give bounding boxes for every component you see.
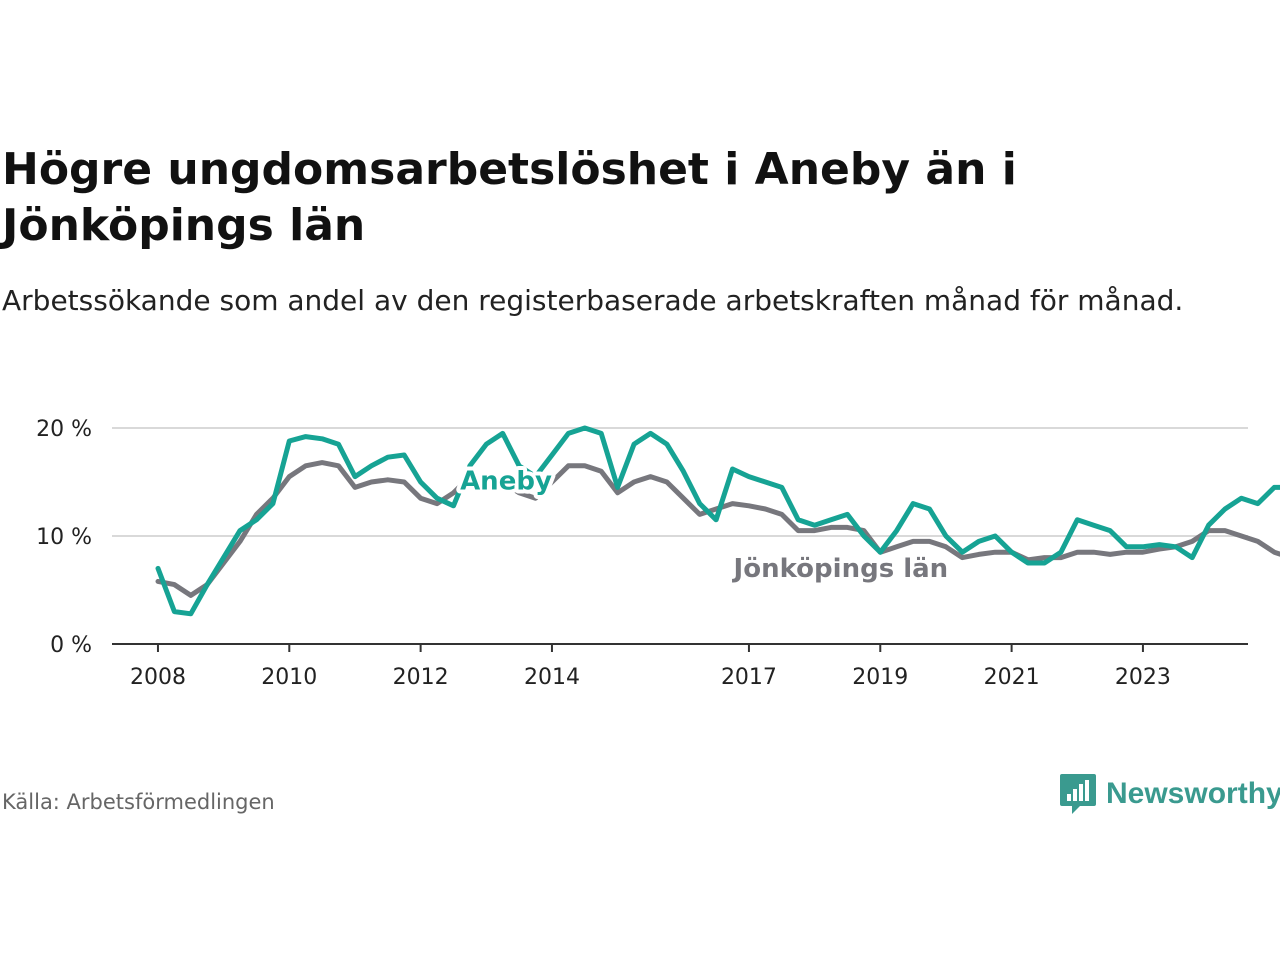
y-tick-label: 0 % [50,633,92,658]
newsworthy-logo-icon [1060,774,1096,814]
aneby-series-label-halo: Aneby [460,467,552,497]
x-tick-label: 2012 [393,665,449,690]
line-chart: 0 % 10 % 20 % 2008 2010 2012 2014 2017 2019 2021… [36,417,1280,690]
brand-logo: Newsworthy [1058,772,1280,816]
x-tick-label: 2017 [721,665,777,690]
x-tick-label: 2008 [130,665,186,690]
x-tick-label: 2021 [984,665,1040,690]
chart-subtitle: Arbetssökande som andel av den registerb… [2,284,1184,317]
aneby-series-label-text: Aneby [460,467,552,497]
brand-name: Newsworthy [1106,777,1280,810]
aneby-line [155,425,1280,617]
chart-title: Högre ungdomsarbetslöshet i Aneby än i J… [2,144,1017,251]
y-tick-label: 20 % [36,417,92,442]
jonkoping-series-label-text: Jönköpings län [732,554,949,584]
jonkoping-series-label-halo: Jönköpings län [732,554,949,584]
series-lines [155,425,1280,617]
x-tick-label: 2010 [261,665,317,690]
source-note: Källa: Arbetsförmedlingen [2,790,275,814]
y-tick-label: 10 % [36,525,92,550]
x-tick-label: 2019 [852,665,908,690]
y-axis-ticks: 0 % 10 % 20 % [36,417,92,658]
x-axis-ticks: 2008 2010 2012 2014 2017 2019 2021 2023 [130,644,1171,690]
x-tick-label: 2023 [1115,665,1171,690]
jonkoping-line [155,460,1280,598]
gridlines [112,427,1248,537]
x-tick-label: 2014 [524,665,580,690]
